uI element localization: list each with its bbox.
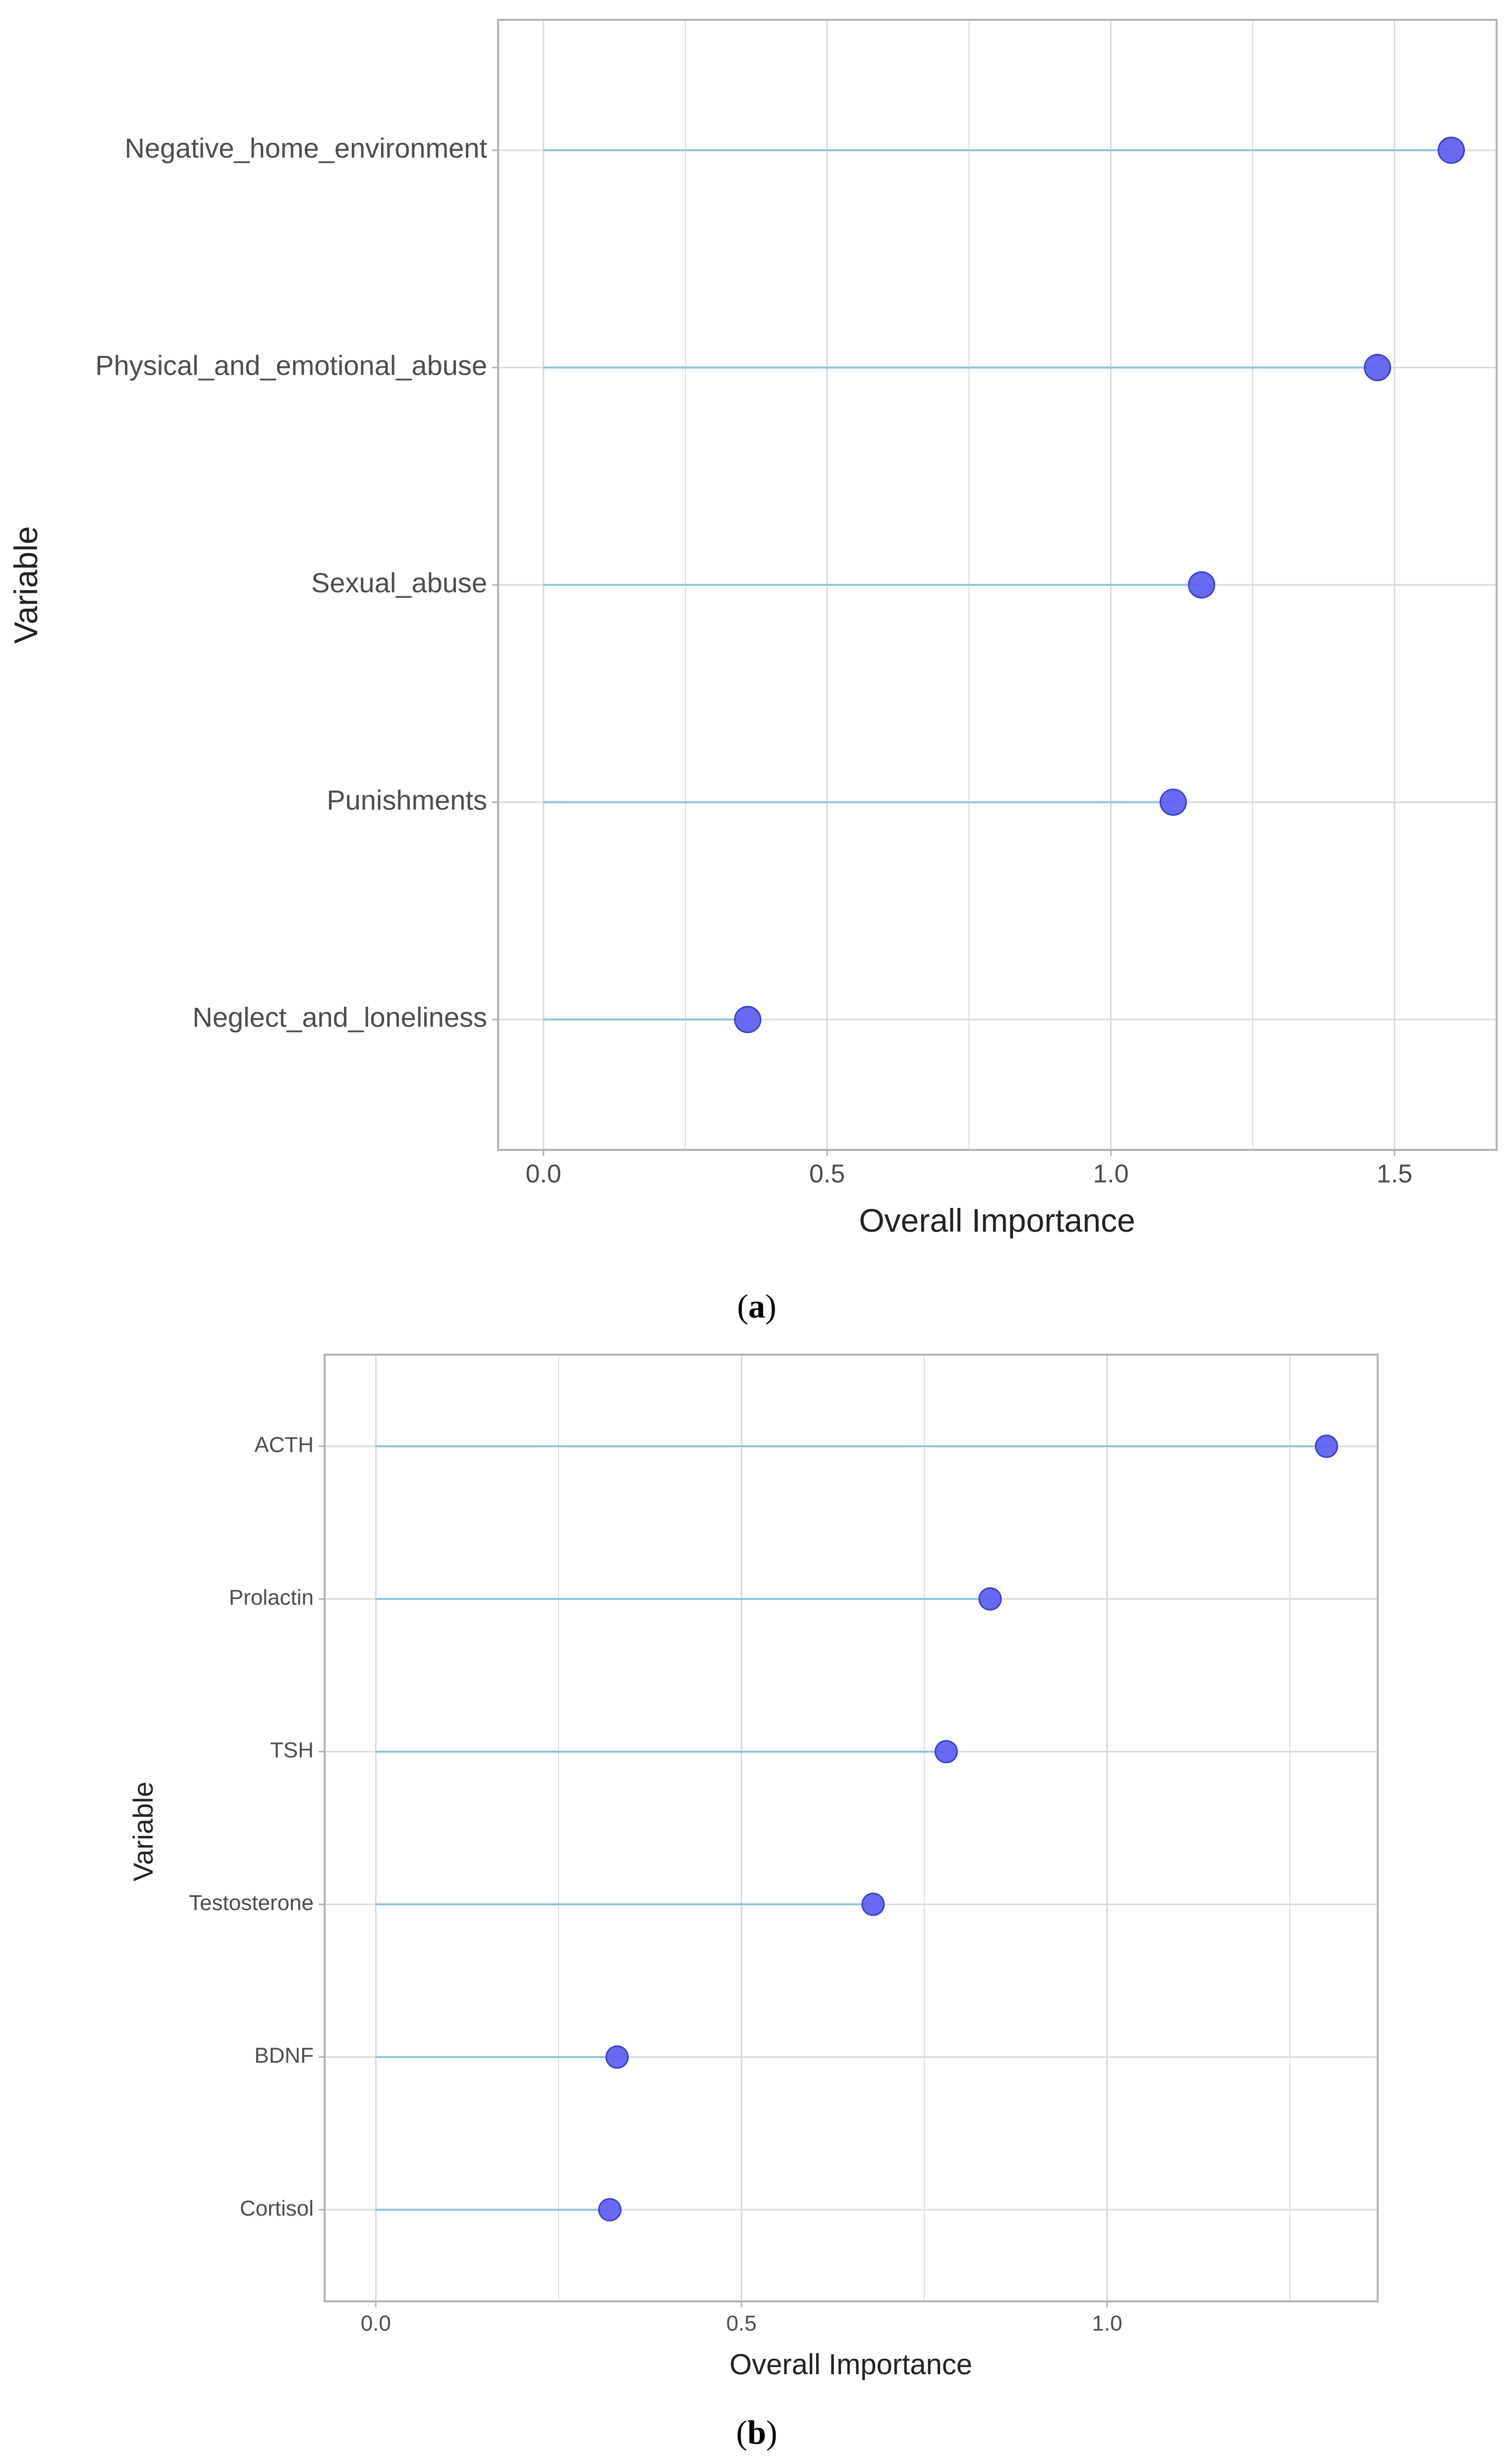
data-point — [1315, 1434, 1339, 1458]
y-tick-label: Negative_home_environment — [124, 132, 487, 164]
x-tick-label: 1.0 — [1092, 2311, 1122, 2336]
chart-b-panel — [325, 1355, 1378, 2301]
chart-b-caption: (b) — [736, 2413, 777, 2451]
x-tick-label: 0.0 — [525, 1160, 561, 1189]
x-tick-label: 0.5 — [809, 1160, 845, 1189]
data-point — [934, 1740, 958, 1764]
y-tick-label: Prolactin — [229, 1586, 314, 1610]
chart-a-caption-close: ) — [765, 1287, 777, 1325]
data-point — [1364, 354, 1392, 382]
y-tick-label: Cortisol — [240, 2196, 314, 2221]
chart-b-y-ticks: ACTH Prolactin TSH Testosterone BDNF Cortisol — [189, 1432, 325, 2221]
chart-a-y-ticks: Negative_home_environment Physical_and_em… — [95, 132, 498, 1033]
chart-b-points — [598, 1434, 1339, 2222]
chart-a-y-axis-title: Variable — [7, 526, 44, 643]
chart-a-x-ticks: 0.0 0.5 1.0 1.5 — [525, 1150, 1412, 1189]
chart-a: Negative_home_environment Physical_and_em… — [7, 19, 1498, 1325]
x-tick-label: 0.5 — [727, 2311, 757, 2336]
chart-b-caption-letter: b — [747, 2413, 766, 2451]
chart-b-caption-open: ( — [736, 2413, 747, 2451]
chart-b: ACTH Prolactin TSH Testosterone BDNF Cortisol… — [127, 1354, 1379, 2451]
chart-b-stems — [376, 1445, 1327, 2211]
chart-a-x-axis-title: Overall Importance — [859, 1202, 1135, 1239]
chart-b-panel-border — [324, 1354, 1379, 2302]
x-tick-label: 1.5 — [1377, 1160, 1412, 1189]
chart-b-x-axis-title: Overall Importance — [729, 2348, 972, 2381]
data-point — [861, 1892, 885, 1916]
data-point — [1437, 136, 1465, 164]
y-tick-label: BDNF — [254, 2044, 314, 2068]
x-tick-label: 0.0 — [361, 2311, 391, 2336]
y-tick-label: TSH — [270, 1738, 314, 1763]
chart-a-points — [734, 136, 1465, 1033]
chart-a-caption: (a) — [737, 1287, 776, 1325]
chart-a-stems — [543, 149, 1452, 1021]
x-tick-label: 1.0 — [1093, 1160, 1128, 1189]
y-tick-label: ACTH — [254, 1432, 314, 1457]
chart-b-y-axis-title: Variable — [127, 1781, 159, 1881]
y-tick-label: Punishments — [327, 784, 487, 815]
data-point — [598, 2198, 622, 2222]
data-point — [1159, 788, 1187, 816]
y-tick-label: Sexual_abuse — [311, 567, 487, 598]
data-point — [1188, 571, 1216, 599]
chart-a-caption-open: ( — [737, 1287, 748, 1325]
y-tick-label: Testosterone — [189, 1891, 314, 1915]
chart-a-caption-letter: a — [748, 1287, 765, 1325]
chart-b-caption-close: ) — [766, 2413, 778, 2451]
chart-b-x-ticks: 0.0 0.5 1.0 — [361, 2301, 1122, 2336]
data-point — [605, 2045, 629, 2069]
data-point — [978, 1587, 1002, 1611]
y-tick-label: Physical_and_emotional_abuse — [95, 349, 487, 381]
y-tick-label: Neglect_and_loneliness — [192, 1002, 487, 1033]
data-point — [734, 1006, 762, 1033]
